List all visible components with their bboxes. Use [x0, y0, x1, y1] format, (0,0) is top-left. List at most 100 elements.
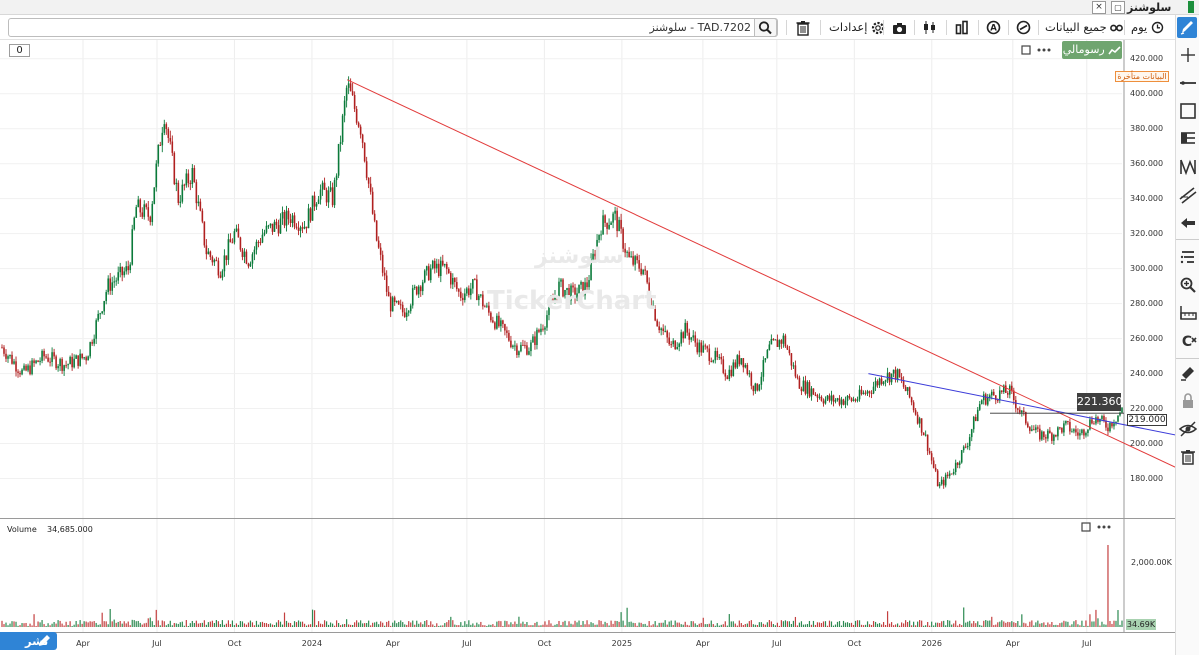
volume-bar: [644, 623, 646, 627]
chart-type-button[interactable]: رسومالي: [1062, 41, 1122, 59]
candle-body: [233, 231, 236, 243]
restore-icon[interactable]: ▢: [1111, 1, 1125, 14]
volume-bar: [496, 621, 498, 627]
candle-body: [516, 345, 518, 356]
candle-body: [411, 288, 414, 306]
range-selector[interactable]: جميع البيانات: [1045, 18, 1124, 37]
candle-body: [1045, 437, 1047, 439]
candle-body: [734, 362, 737, 368]
price-chart-canvas: [0, 40, 1199, 518]
crosshair-icon[interactable]: [1178, 45, 1198, 65]
hide-drawings-icon[interactable]: [1178, 419, 1198, 439]
candle-body: [826, 395, 829, 400]
candle-body: [970, 429, 973, 438]
screenshot-button[interactable]: [892, 18, 907, 37]
arrow-left-icon[interactable]: [1178, 213, 1198, 233]
candle-body: [397, 301, 400, 305]
volume-bar: [185, 620, 187, 627]
close-button[interactable]: ×: [1092, 1, 1106, 14]
channel-icon[interactable]: [1178, 185, 1198, 205]
time-axis-tick: Oct: [847, 639, 862, 648]
symbol-search-input[interactable]: TAD.7202 - سلوشنز: [8, 18, 778, 37]
clear-indicators-icon[interactable]: C: [1178, 331, 1198, 351]
lock-icon[interactable]: [1178, 391, 1198, 411]
time-axis-tick: Apr: [695, 639, 710, 648]
candle-body: [1051, 433, 1053, 441]
candle-body: [534, 336, 536, 346]
volume-bar: [676, 622, 678, 627]
volume-bar: [638, 622, 640, 627]
volume-bar: [903, 623, 905, 627]
candle-body: [307, 208, 310, 229]
time-axis-tick: 2025: [611, 639, 633, 648]
fibonacci-icon[interactable]: [1178, 129, 1198, 149]
candle-body: [646, 270, 648, 283]
candle-body: [560, 279, 562, 282]
time-axis[interactable]: [0, 632, 1175, 652]
compare-button[interactable]: [1016, 18, 1031, 37]
volume-bar: [444, 623, 446, 627]
settings-button[interactable]: إعدادات: [829, 18, 885, 37]
candle-body: [1057, 427, 1059, 437]
text-list-icon[interactable]: [1178, 247, 1198, 267]
trash-icon[interactable]: [1178, 447, 1198, 467]
volume-bar: [209, 621, 211, 627]
search-button[interactable]: [754, 18, 777, 37]
price-axis-tick: 360.000: [1130, 158, 1164, 168]
zero-indicator[interactable]: 0: [9, 44, 30, 57]
auto-scale-button[interactable]: A: [986, 18, 1001, 37]
candle-body: [542, 328, 544, 330]
candle-body: [706, 346, 709, 349]
indicators-button[interactable]: [922, 18, 938, 37]
magnet-icon[interactable]: [1178, 363, 1198, 383]
period-selector[interactable]: يوم: [1131, 18, 1164, 37]
drawing-mode-button[interactable]: [1177, 17, 1197, 38]
candle-body: [932, 460, 935, 468]
zoom-icon[interactable]: [1178, 275, 1198, 295]
volume-bar: [552, 625, 554, 627]
volume-pane[interactable]: [0, 518, 1175, 632]
pane-options-icon[interactable]: [1081, 521, 1115, 533]
ruler-icon[interactable]: [1178, 303, 1198, 323]
volume-bar: [325, 621, 328, 627]
volume-bar: [810, 624, 813, 627]
volume-bar: [221, 620, 223, 627]
volume-bar: [814, 624, 817, 627]
price-chart-pane[interactable]: [0, 40, 1199, 518]
candle-body: [1107, 427, 1109, 432]
candle-body: [778, 340, 781, 347]
volume-bar: [319, 623, 322, 627]
candle-body: [752, 385, 755, 392]
candle-body: [77, 355, 79, 366]
chart-type-label: رسومالي: [1062, 43, 1105, 56]
volume-bar: [311, 609, 314, 627]
candle-body: [237, 228, 240, 238]
volume-bar: [804, 624, 807, 627]
share-button[interactable]: نشر: [0, 632, 57, 650]
volume-bar: [458, 625, 460, 627]
candle-body: [165, 124, 168, 129]
volume-bar: [526, 622, 528, 627]
pane-options-icon[interactable]: [1021, 44, 1061, 56]
candle-body: [530, 342, 532, 352]
pattern-icon[interactable]: [1178, 157, 1198, 177]
rectangle-icon[interactable]: [1178, 101, 1198, 121]
candle-body: [710, 360, 713, 362]
candle-body: [526, 345, 528, 355]
candle-body: [1021, 410, 1023, 413]
candle-body: [454, 277, 456, 283]
volume-bar: [3, 624, 5, 627]
volume-bar: [892, 625, 895, 627]
volume-bar: [137, 620, 139, 627]
candle-body: [377, 240, 380, 248]
layout-button[interactable]: [955, 18, 970, 37]
candle-body: [87, 356, 89, 361]
candle-body: [113, 281, 116, 283]
candle-body: [810, 388, 813, 397]
horizontal-line-icon[interactable]: [1178, 73, 1198, 93]
panel-separator: [1176, 239, 1199, 240]
volume-bar: [482, 625, 484, 627]
candle-body: [794, 365, 797, 377]
delete-drawings-button[interactable]: [795, 18, 811, 37]
candle-body: [29, 365, 31, 375]
